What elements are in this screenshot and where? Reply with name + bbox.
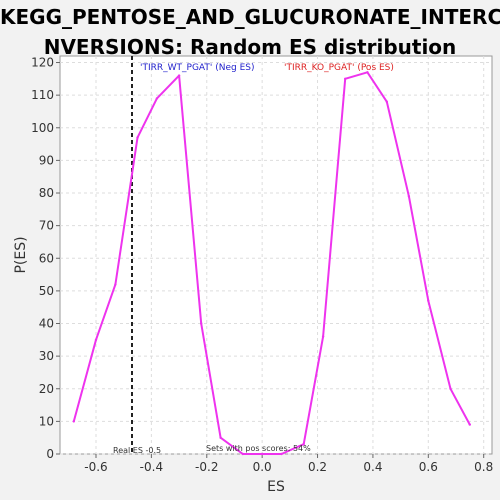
y-tick-label: 100 (31, 121, 54, 135)
data-point (94, 338, 98, 341)
x-tick-label: -0.2 (195, 460, 218, 474)
series-points (72, 71, 471, 456)
series-line (72, 71, 471, 455)
annotation-real-es: Real ES -0.5 (113, 446, 161, 455)
x-tick-label: 0.2 (308, 460, 327, 474)
x-axis-label: ES (267, 479, 285, 495)
y-tick-label: 60 (39, 251, 54, 265)
data-point (114, 283, 117, 286)
data-point (261, 452, 264, 456)
data-point (177, 74, 181, 77)
y-axis: 0 10 20 30 40 50 60 70 80 90 100 110 120 (31, 56, 60, 461)
y-tick-label: 90 (39, 153, 54, 167)
data-point (136, 136, 139, 139)
y-tick-label: 40 (39, 317, 54, 331)
annotation-pos-scores: Sets with pos scores: 54% (206, 444, 311, 453)
x-tick-label: 0.8 (474, 460, 493, 474)
data-point (407, 195, 411, 198)
data-point (241, 452, 244, 456)
data-point (72, 420, 76, 423)
data-point (280, 452, 283, 456)
data-point (200, 322, 203, 325)
chart-title: KEGG_PENTOSE_AND_GLUCURONATE_INTERCO NVE… (0, 2, 500, 62)
y-tick-label: 0 (46, 447, 54, 461)
data-point (385, 100, 388, 103)
x-tick-label: 0.4 (363, 460, 382, 474)
x-tick-label: -0.6 (84, 460, 107, 474)
data-point (449, 387, 452, 390)
data-point (219, 436, 222, 439)
data-point (344, 77, 347, 81)
x-axis: -0.6 -0.4 -0.2 0.0 0.2 0.4 0.6 0.8 (84, 454, 493, 474)
data-point (302, 443, 305, 446)
data-point (468, 423, 471, 426)
chart-title-line-2: NVERSIONS: Random ES distribution (43, 35, 457, 59)
data-point (427, 299, 430, 302)
x-tick-label: 0.6 (419, 460, 438, 474)
legend-pos: 'TIRR_KO_PGAT' (Pos ES) (284, 63, 394, 73)
plot-area (59, 55, 493, 455)
y-tick-label: 110 (31, 88, 54, 102)
x-tick-label: 0.0 (253, 460, 272, 474)
y-tick-label: 20 (39, 382, 54, 396)
y-tick-label: 10 (39, 414, 54, 428)
x-tick-label: -0.4 (140, 460, 163, 474)
chart-title-line-1: KEGG_PENTOSE_AND_GLUCURONATE_INTERCO (0, 5, 500, 29)
y-tick-label: 70 (39, 219, 54, 233)
y-tick-label: 80 (39, 186, 54, 200)
y-tick-label: 50 (39, 284, 54, 298)
y-tick-label: 30 (39, 349, 54, 363)
legend-neg: 'TIRR_WT_PGAT' (Neg ES) (140, 63, 255, 73)
y-tick-label: 120 (31, 56, 54, 70)
data-point (366, 71, 369, 74)
data-point (321, 335, 325, 338)
data-point (155, 97, 159, 100)
y-axis-label: P(ES) (13, 236, 29, 273)
